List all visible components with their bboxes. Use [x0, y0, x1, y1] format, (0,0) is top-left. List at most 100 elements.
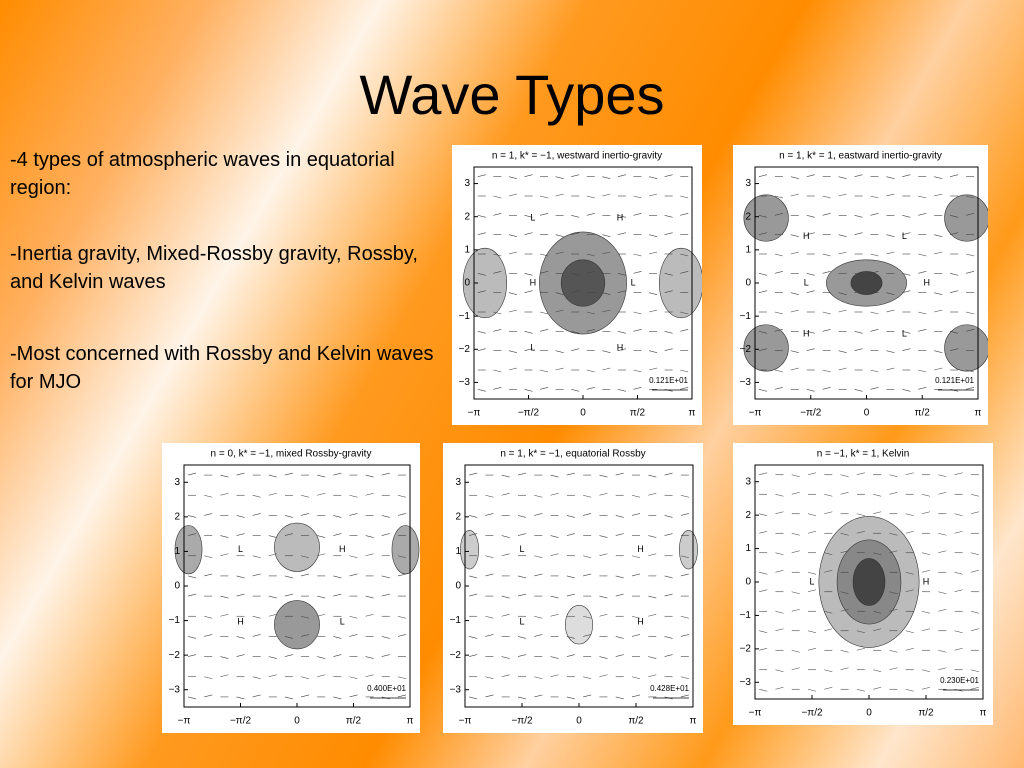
wind-arrow [854, 174, 863, 177]
wind-arrow [477, 389, 486, 392]
wind-arrow [856, 688, 865, 692]
wind-arrow [550, 553, 559, 557]
wind-arrow [664, 331, 673, 334]
wind-arrow [921, 628, 931, 632]
wind-arrow [236, 575, 245, 579]
wind-arrow [774, 213, 783, 216]
wind-arrow [889, 474, 898, 478]
wind-arrow [300, 676, 310, 680]
wind-arrow [758, 273, 768, 276]
wind-arrow [187, 696, 197, 700]
wind-arrow [807, 571, 817, 575]
wind-arrow [599, 474, 608, 478]
wind-arrow [680, 311, 689, 315]
wind-arrow [631, 573, 641, 577]
wind-arrow [566, 696, 575, 700]
wind-arrow [954, 589, 963, 593]
wind-arrow [873, 552, 882, 556]
wind-arrow [236, 696, 245, 700]
wind-arrow [397, 513, 407, 516]
wind-arrow [806, 389, 815, 392]
figure-title: n = 1, k* = −1, equatorial Rossby [500, 449, 645, 460]
wind-arrow [333, 533, 342, 536]
wind-arrow [204, 694, 213, 698]
wind-arrow [615, 533, 624, 536]
wind-arrow [965, 195, 975, 199]
wind-arrow [617, 348, 627, 351]
wind-arrow [934, 367, 943, 371]
wind-arrow [664, 575, 673, 579]
wind-arrow [555, 367, 564, 371]
wind-arrow [317, 656, 326, 659]
wind-arrow [599, 656, 608, 659]
wind-arrow [954, 472, 963, 476]
wind-arrow [970, 610, 979, 614]
wind-arrow [775, 628, 784, 632]
wind-arrow [583, 615, 592, 619]
wind-arrow [889, 591, 898, 595]
wind-arrow [317, 674, 326, 678]
wind-arrow [493, 253, 502, 257]
wind-arrow [566, 533, 575, 536]
y-tick-label: −3 [450, 684, 462, 695]
plot-frame [464, 464, 694, 708]
wind-arrow [220, 553, 229, 557]
wind-arrow [790, 367, 799, 371]
wind-arrow [648, 234, 658, 237]
wind-arrow [550, 535, 559, 538]
wind-arrow [365, 656, 374, 659]
wind-arrow [790, 350, 799, 353]
wind-arrow [886, 234, 895, 237]
wind-arrow [501, 474, 510, 478]
wind-arrow [970, 493, 979, 497]
wind-arrow [774, 195, 783, 199]
wind-arrow [517, 654, 527, 657]
wind-arrow [539, 271, 549, 274]
wind-arrow [856, 472, 865, 476]
wind-arrow [615, 696, 624, 700]
wind-arrow [586, 213, 595, 216]
wind-arrow [333, 636, 342, 639]
wind-arrow [824, 686, 833, 690]
wind-arrow [586, 387, 595, 390]
wind-arrow [631, 615, 641, 619]
y-tick-label: 3 [174, 477, 180, 488]
wind-arrow [902, 331, 911, 334]
contour-shade [391, 525, 420, 575]
wind-arrow [397, 573, 407, 577]
pressure-label: L [804, 277, 809, 287]
wind-arrow [333, 696, 342, 700]
wind-arrow [300, 494, 310, 498]
y-tick-label: 0 [745, 577, 751, 588]
wind-arrow [824, 610, 833, 614]
wind-arrow [873, 628, 882, 632]
wind-arrow [381, 472, 390, 476]
y-tick-label: 2 [745, 510, 751, 521]
wind-arrow [870, 253, 879, 257]
x-tick-label: −π [749, 408, 762, 419]
wind-arrow [648, 292, 658, 295]
wind-arrow [790, 292, 799, 295]
wind-arrow [300, 573, 310, 577]
wind-arrow [397, 555, 407, 559]
wind-arrow [381, 533, 390, 536]
wind-arrow [534, 573, 543, 577]
wind-arrow [284, 575, 294, 579]
wind-arrow [469, 515, 478, 518]
wind-arrow [791, 550, 800, 554]
wind-arrow [508, 176, 518, 179]
wind-arrow [807, 513, 817, 517]
wind-arrow [508, 367, 518, 371]
wind-arrow [807, 630, 817, 634]
wind-arrow [918, 369, 927, 373]
wind-arrow [220, 613, 229, 617]
wind-arrow [680, 369, 689, 373]
wind-arrow [938, 491, 947, 495]
x-tick-label: π/2 [628, 716, 644, 727]
wind-arrow [759, 571, 768, 575]
wind-arrow [921, 610, 931, 614]
wind-arrow [950, 273, 959, 276]
x-tick-label: −π/2 [518, 408, 540, 419]
wind-arrow [508, 309, 518, 313]
wind-arrow [902, 290, 911, 293]
